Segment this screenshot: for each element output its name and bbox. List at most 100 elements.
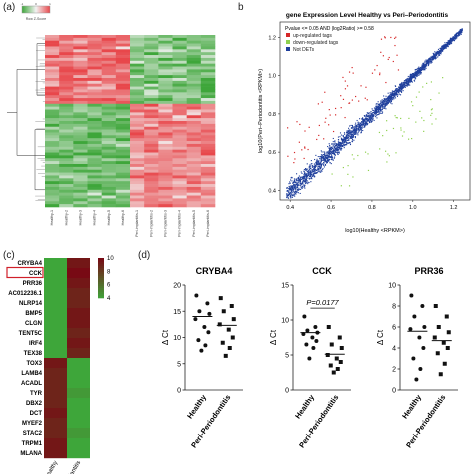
heatmap-c-cell-healthy	[44, 308, 67, 319]
scatter-b-point-notdet	[401, 83, 403, 85]
scatter-b-point-notdet	[286, 196, 288, 198]
heatmap-a-cell	[101, 83, 117, 87]
scatter-b-point-notdet	[333, 152, 335, 154]
heatmap-a-cell	[200, 149, 216, 153]
scatter-b-point-down	[431, 112, 433, 114]
dotplot-ytick-label: 15	[173, 309, 181, 316]
scatter-b-point-notdet	[384, 103, 386, 105]
heatmap-c-cell-healthy	[44, 348, 67, 359]
heatmap-a-cell	[186, 186, 202, 191]
heatmap-a-cell	[130, 83, 145, 87]
scatter-b-point-notdet	[428, 63, 430, 65]
scatter-b-point-notdet	[343, 137, 345, 139]
scatter-b-point-notdet	[454, 35, 456, 38]
scatter-b-point-notdet	[448, 40, 451, 42]
scatter-b-point-notdet	[374, 107, 376, 109]
heatmap-a-cell	[115, 46, 131, 50]
scatter-b-point-notdet	[415, 72, 418, 74]
scatter-b-point-notdet	[369, 121, 371, 123]
heatmap-a-cell	[59, 192, 74, 196]
heatmap-a-cell	[144, 60, 159, 64]
scatter-b-point-up	[396, 54, 398, 56]
heatmap-a-cell	[130, 166, 145, 171]
scatter-b-ytick-label: 0.4	[268, 188, 276, 194]
scatter-b-point-notdet	[346, 143, 348, 145]
scatter-b-point-notdet	[308, 173, 310, 175]
scatter-b-point-notdet	[380, 102, 382, 104]
scatter-b-point-notdet	[379, 111, 381, 113]
scatter-b-point-notdet	[364, 119, 366, 121]
scatter-b-point-notdet	[401, 86, 403, 88]
colorkey-tick: 1	[49, 2, 51, 6]
scatter-b-point-notdet	[409, 76, 411, 78]
heatmap-a-cell	[73, 43, 88, 47]
scatter-b-point-notdet	[295, 191, 297, 193]
heatmap-a-cell	[172, 135, 187, 139]
scatter-b-point-notdet	[338, 151, 340, 153]
scatter-b-point-notdet	[399, 85, 401, 87]
scatter-b-point-notdet	[299, 182, 301, 185]
scatter-b-point-notdet	[384, 105, 386, 108]
heatmap-a-cell	[144, 138, 159, 142]
scatter-b-point-notdet	[434, 52, 436, 54]
heatmap-a-cell	[186, 121, 202, 125]
heatmap-a-cell	[130, 181, 145, 185]
heatmap-a-cell	[144, 78, 159, 82]
scatter-b-point-notdet	[332, 141, 334, 143]
scatter-b-point-notdet	[377, 111, 379, 114]
scatter-b-point-notdet	[327, 156, 329, 158]
dotplot-point-circle	[408, 327, 413, 332]
scatter-b-point-notdet	[320, 161, 322, 163]
scatter-b-point-notdet	[337, 151, 339, 153]
scatter-b-point-notdet	[310, 175, 312, 177]
scatter-b-point-notdet	[437, 50, 439, 52]
scatter-b-point-notdet	[306, 163, 308, 165]
scatter-b-xtick-label: 0.6	[327, 205, 335, 211]
scatter-b-point-notdet	[320, 154, 322, 156]
scatter-b-point-notdet	[356, 133, 358, 135]
heatmap-a-cell	[87, 189, 102, 193]
heatmap-a-cell	[115, 112, 131, 116]
heatmap-a-cell	[59, 158, 74, 162]
dotplot-title: CRYBA4	[196, 266, 233, 276]
heatmap-a-cell	[73, 161, 88, 165]
heatmap-a-cell	[200, 155, 216, 159]
dotplot-point-square	[433, 304, 438, 308]
scatter-b-point-notdet	[440, 47, 442, 49]
scatter-b-point-notdet	[306, 180, 308, 182]
heatmap-a-cell	[186, 83, 202, 87]
heatmap-a-cell	[59, 143, 74, 148]
scatter-b-point-notdet	[371, 117, 373, 119]
heatmap-a-cell	[186, 195, 202, 199]
scatter-b-point-notdet	[435, 54, 438, 56]
heatmap-a-cell	[45, 40, 60, 44]
scatter-b-point-notdet	[379, 105, 382, 108]
scatter-b-point-notdet	[302, 182, 304, 184]
dotplot-point-circle	[202, 325, 207, 329]
heatmap-a-cell	[130, 95, 145, 99]
heatmap-a-cell	[87, 192, 102, 196]
scatter-b-point-notdet	[344, 139, 346, 141]
scatter-b-point-notdet	[327, 159, 329, 161]
dotplot-point-square	[436, 325, 441, 329]
heatmap-a-cell	[186, 86, 202, 90]
heatmap-a-cell	[115, 135, 131, 139]
scatter-b-point-notdet	[418, 72, 420, 74]
scatter-b-point-notdet	[401, 85, 403, 87]
scatter-b-point-notdet	[308, 171, 310, 173]
scatter-b-point-notdet	[414, 73, 417, 75]
heatmap-a-cell	[144, 72, 159, 76]
scatter-b-point-notdet	[306, 175, 308, 177]
scatter-b-point-up	[388, 56, 390, 59]
scatter-b-point-notdet	[353, 139, 355, 141]
scatter-b-point-notdet	[297, 179, 299, 181]
scatter-b-point-notdet	[348, 127, 350, 129]
scatter-b-point-notdet	[294, 181, 296, 183]
heatmap-a-cell	[87, 129, 102, 133]
heatmap-a-cell	[59, 69, 74, 73]
scatter-b-point-notdet	[345, 140, 347, 142]
scatter-b-point-notdet	[293, 184, 295, 186]
heatmap-a-cell	[200, 106, 216, 110]
scatter-b-point-notdet	[364, 124, 366, 126]
heatmap-a-cell	[59, 129, 74, 133]
